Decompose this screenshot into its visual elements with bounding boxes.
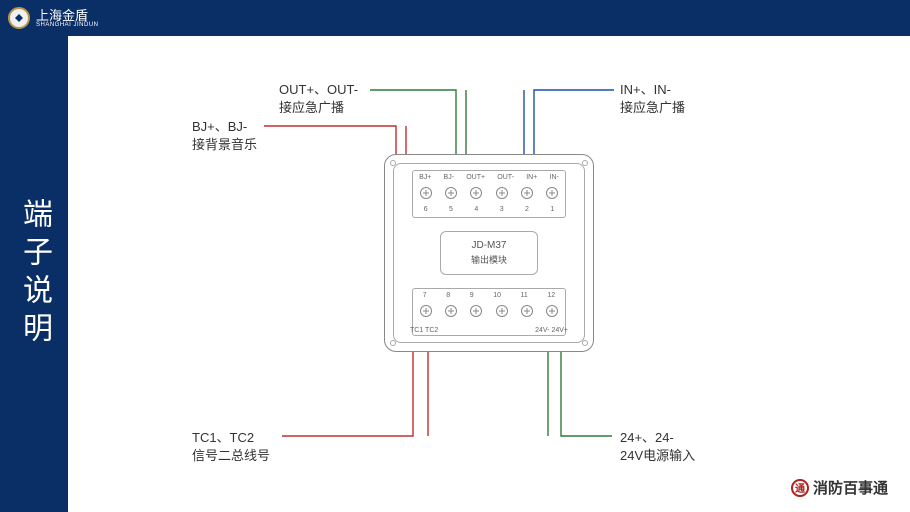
bot-screw-row	[413, 301, 565, 321]
bot-num-row: 7 8 9 10 11 12	[413, 289, 565, 301]
brand-cn: 上海金盾	[36, 9, 99, 22]
terminal-label: BJ+	[419, 174, 431, 181]
terminal-block-top: BJ+ BJ- OUT+ OUT- IN+ IN- 6 5 4 3 2 1	[412, 170, 566, 218]
screw-icon	[496, 305, 508, 317]
anno-out-l1: OUT+、OUT-	[279, 81, 358, 99]
terminal-num: 10	[493, 292, 501, 299]
anno-in-l2: 接应急广播	[620, 99, 685, 117]
wire-tc	[282, 352, 428, 436]
side-label-right: 24V- 24V+	[535, 327, 568, 334]
wire-bj	[264, 126, 406, 162]
sidebar: 端子说明	[0, 36, 68, 512]
logo-badge-icon	[8, 7, 30, 29]
mount-hole-icon	[582, 340, 588, 346]
anno-out-l2: 接应急广播	[279, 99, 358, 117]
chip-label: JD-M37 输出模块	[440, 231, 538, 275]
footer-text: 消防百事通	[813, 477, 888, 498]
anno-pwr-l1: 24+、24-	[620, 429, 695, 447]
screw-icon	[470, 305, 482, 317]
terminal-label: OUT+	[466, 174, 485, 181]
footer-badge-icon: 通	[791, 479, 809, 497]
screw-icon	[420, 305, 432, 317]
screw-icon	[496, 187, 508, 199]
screw-icon	[546, 305, 558, 317]
anno-bj: BJ+、BJ- 接背景音乐	[192, 118, 257, 153]
wire-in	[524, 90, 614, 162]
anno-pwr-l2: 24V电源输入	[620, 447, 695, 465]
diagram-canvas: OUT+、OUT- 接应急广播 IN+、IN- 接应急广播 BJ+、BJ- 接背…	[68, 36, 910, 512]
screw-icon	[445, 305, 457, 317]
terminal-num: 4	[474, 206, 478, 213]
terminal-label: BJ-	[444, 174, 455, 181]
terminal-num: 7	[423, 292, 427, 299]
anno-pwr: 24+、24- 24V电源输入	[620, 429, 695, 464]
wire-pwr	[548, 352, 612, 436]
top-label-row: BJ+ BJ- OUT+ OUT- IN+ IN-	[413, 171, 565, 183]
anno-bj-l2: 接背景音乐	[192, 136, 257, 154]
top-screw-row	[413, 183, 565, 203]
terminal-label: OUT-	[497, 174, 514, 181]
terminal-label: IN+	[526, 174, 537, 181]
screw-icon	[470, 187, 482, 199]
brand-en: SHANGHAI JINDUN	[36, 22, 99, 28]
side-label-left: TC1 TC2	[410, 327, 438, 334]
screw-icon	[521, 187, 533, 199]
footer-logo: 通 消防百事通	[791, 477, 888, 498]
screw-icon	[546, 187, 558, 199]
module-inner: BJ+BJ-OUT+OUT-IN+IN- 654321 JD-M37 输出模块 …	[393, 163, 585, 343]
terminal-num: 11	[521, 292, 528, 299]
anno-bj-l1: BJ+、BJ-	[192, 118, 257, 136]
anno-tc-l1: TC1、TC2	[192, 429, 270, 447]
terminal-label: IN-	[550, 174, 559, 181]
anno-out: OUT+、OUT- 接应急广播	[279, 81, 358, 116]
screw-icon	[521, 305, 533, 317]
terminal-num: 12	[547, 292, 555, 299]
header: 上海金盾 SHANGHAI JINDUN	[0, 0, 910, 36]
terminal-num: 5	[449, 206, 453, 213]
brand-logo: 上海金盾 SHANGHAI JINDUN	[8, 7, 99, 29]
terminal-num: 2	[525, 206, 529, 213]
top-num-row: 6 5 4 3 2 1	[413, 203, 565, 215]
chip-model: JD-M37	[471, 240, 506, 251]
terminal-num: 1	[550, 206, 554, 213]
terminal-num: 3	[500, 206, 504, 213]
anno-in-l1: IN+、IN-	[620, 81, 685, 99]
chip-name: 输出模块	[471, 253, 507, 266]
terminal-num: 9	[470, 292, 474, 299]
anno-tc-l2: 信号二总线号	[192, 447, 270, 465]
terminal-num: 8	[446, 292, 450, 299]
anno-in: IN+、IN- 接应急广播	[620, 81, 685, 116]
brand-text: 上海金盾 SHANGHAI JINDUN	[36, 9, 99, 28]
page-title: 端子说明	[12, 198, 56, 350]
screw-icon	[420, 187, 432, 199]
anno-tc: TC1、TC2 信号二总线号	[192, 429, 270, 464]
module-box: BJ+BJ-OUT+OUT-IN+IN- 654321 JD-M37 输出模块 …	[384, 154, 594, 352]
terminal-num: 6	[424, 206, 428, 213]
screw-icon	[445, 187, 457, 199]
